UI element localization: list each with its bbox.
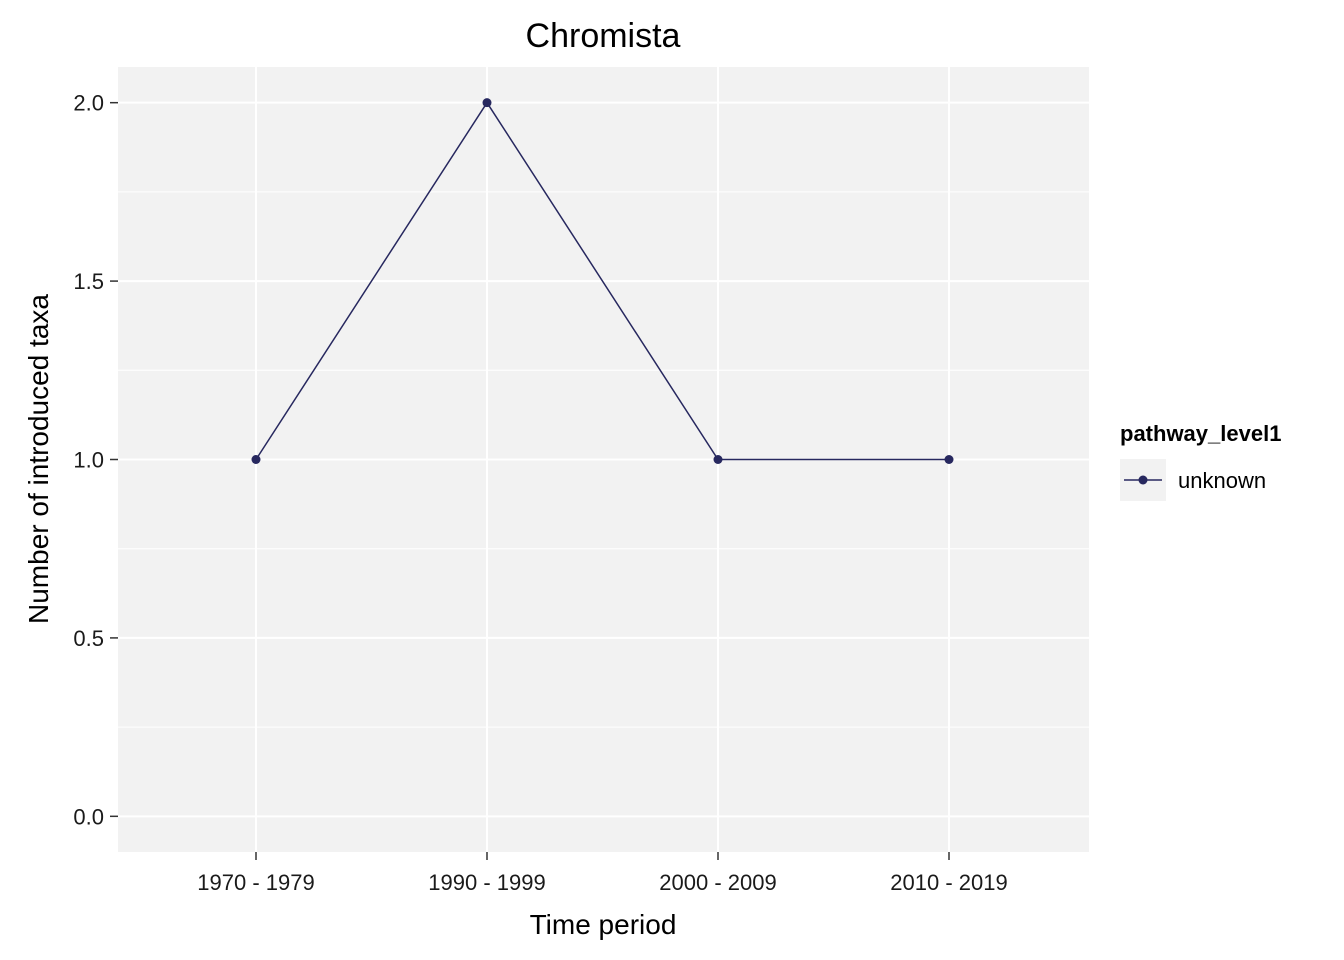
y-tick-label: 1.0 xyxy=(73,448,104,473)
x-tick-label: 1990 - 1999 xyxy=(428,870,545,895)
grid-minor xyxy=(118,191,1089,728)
data-point xyxy=(944,455,954,464)
data-point xyxy=(251,455,261,464)
y-axis-title: Number of introduced taxa xyxy=(23,294,54,624)
legend-title: pathway_level1 xyxy=(1120,421,1281,446)
legend-key-point xyxy=(1138,475,1148,485)
series-layer xyxy=(251,98,954,464)
x-tick-label: 2000 - 2009 xyxy=(659,870,776,895)
legend-label-unknown: unknown xyxy=(1178,468,1266,493)
x-axis: 1970 - 1979 1990 - 1999 2000 - 2009 2010 - … xyxy=(197,852,1008,895)
legend: pathway_level1 unknown xyxy=(1120,421,1281,501)
y-tick-label: 0.5 xyxy=(73,626,104,651)
x-tick-label: 2010 - 2019 xyxy=(890,870,1007,895)
y-tick-label: 1.5 xyxy=(73,269,104,294)
x-tick-label: 1970 - 1979 xyxy=(197,870,314,895)
data-point xyxy=(713,455,723,464)
y-axis: 0.0 0.5 1.0 1.5 2.0 xyxy=(73,91,118,829)
chart-title: Chromista xyxy=(526,17,681,55)
y-tick-label: 0.0 xyxy=(73,804,104,829)
y-tick-label: 2.0 xyxy=(73,91,104,116)
data-point xyxy=(482,98,492,108)
x-axis-title: Time period xyxy=(530,909,677,940)
series-line-unknown xyxy=(255,101,949,461)
